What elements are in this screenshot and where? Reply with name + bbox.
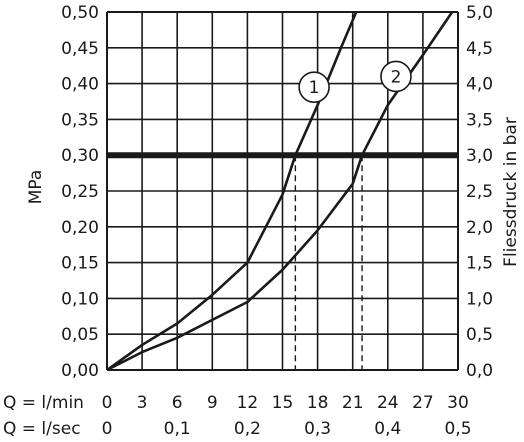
curve-label-circle-1 (298, 71, 330, 103)
x-lsec-tick-label: 0,3 (304, 419, 331, 439)
x-axis-lmin-ticks: 0 3 6 9 12 15 18 21 24 27 30 (102, 393, 469, 413)
x-lmin-tick-label: 18 (307, 393, 329, 413)
left-tick-label: 0,25 (61, 182, 99, 202)
left-axis-ticks: 0,00 0,05 0,10 0,15 0,20 0,25 0,30 0,35 0,40 0,45… (61, 3, 99, 381)
left-tick-label: 0,00 (61, 361, 99, 381)
left-tick-label: 0,20 (61, 218, 99, 238)
right-tick-label: 3,0 (466, 146, 493, 166)
right-tick-label: 1,0 (466, 289, 493, 309)
left-tick-label: 0,10 (61, 289, 99, 309)
left-tick-label: 0,05 (61, 325, 99, 345)
curve-labels: 12 (298, 60, 412, 103)
x-lsec-tick-label: 0 (102, 419, 113, 439)
right-axis-ticks: 0,0 0,5 1,0 1,5 2,0 2,5 3,0 3,5 4,0 4,5 5,0 (466, 3, 493, 381)
right-tick-label: 2,0 (466, 218, 493, 238)
x-lmin-tick-label: 3 (137, 393, 148, 413)
right-tick-label: 5,0 (466, 3, 493, 23)
x-lmin-tick-label: 30 (447, 393, 469, 413)
right-tick-label: 4,0 (466, 75, 493, 95)
curve-1 (106, 11, 358, 372)
right-tick-label: 1,5 (466, 254, 493, 274)
right-tick-label: 2,5 (466, 182, 493, 202)
y-right-axis-label: Fliessdruck in bar (501, 117, 521, 267)
right-tick-label: 0,0 (466, 361, 493, 381)
left-tick-label: 0,40 (61, 75, 99, 95)
x-lmin-tick-label: 12 (237, 393, 259, 413)
x-lsec-tick-label: 0,4 (374, 419, 401, 439)
left-tick-label: 0,45 (61, 39, 99, 59)
x-axis-lsec-ticks: 0 0,1 0,2 0,3 0,4 0,5 (102, 419, 472, 439)
curve-label-2: 2 (391, 67, 402, 87)
x-lmin-axis-label: Q = l/min (3, 393, 84, 413)
curve-label-1: 1 (309, 78, 320, 98)
x-lsec-axis-label: Q = l/sec (3, 419, 81, 439)
x-lmin-tick-label: 24 (377, 393, 399, 413)
x-lsec-tick-label: 0,5 (444, 419, 471, 439)
x-lsec-tick-label: 0,2 (234, 419, 261, 439)
x-lsec-tick-label: 0,1 (164, 419, 191, 439)
left-tick-label: 0,35 (61, 110, 99, 130)
x-lmin-tick-label: 15 (272, 393, 294, 413)
curves (106, 11, 454, 372)
right-tick-label: 4,5 (466, 39, 493, 59)
curve-2 (106, 11, 454, 372)
left-tick-label: 0,15 (61, 254, 99, 274)
curve-label-circle-2 (380, 60, 412, 93)
right-tick-label: 3,5 (466, 110, 493, 130)
left-tick-label: 0,30 (61, 146, 99, 166)
y-left-axis-label: MPa (26, 170, 46, 205)
x-lmin-tick-label: 27 (412, 393, 434, 413)
x-lmin-tick-label: 9 (207, 393, 218, 413)
right-tick-label: 0,5 (466, 325, 493, 345)
left-tick-label: 0,50 (61, 3, 99, 23)
x-lmin-tick-label: 0 (102, 393, 113, 413)
x-lmin-tick-label: 21 (342, 393, 364, 413)
x-lmin-tick-label: 6 (172, 393, 183, 413)
